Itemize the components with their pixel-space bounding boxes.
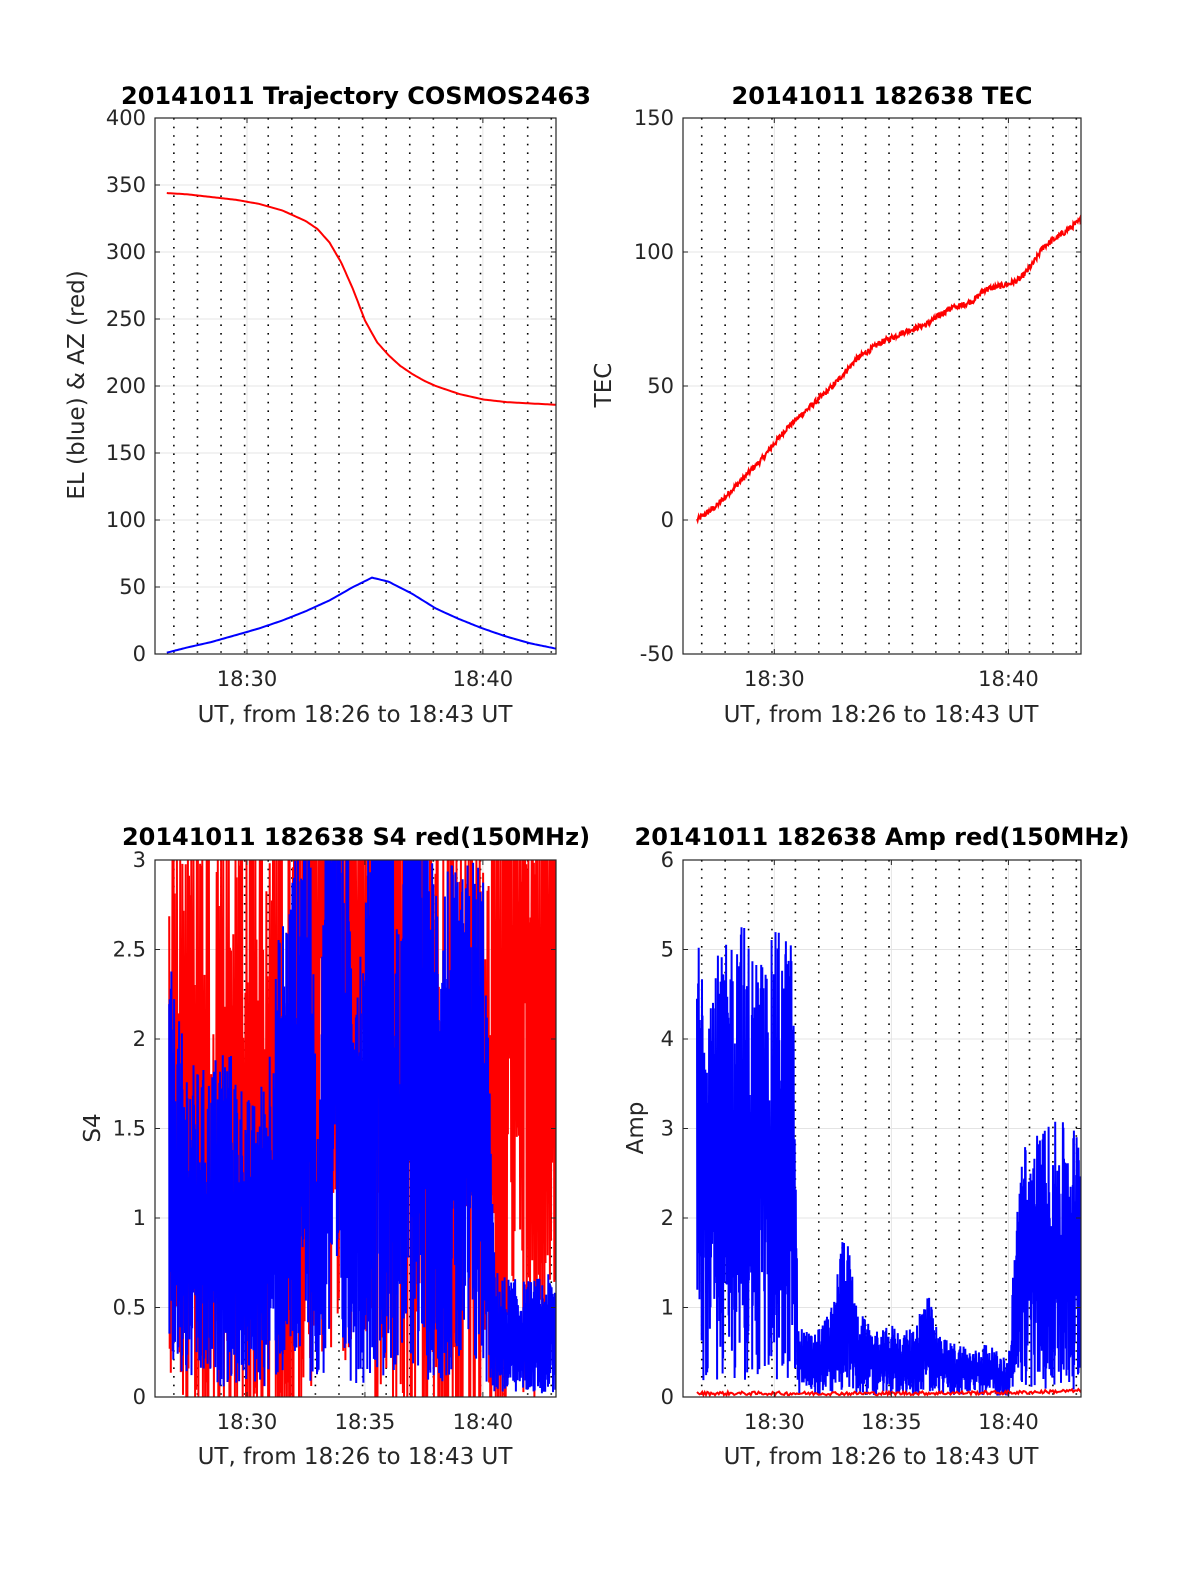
- y-tick-label: 250: [106, 307, 146, 331]
- x-tick-label: 18:40: [453, 1410, 514, 1434]
- y-tick-label: 200: [106, 374, 146, 398]
- y-tick-label: 0.5: [113, 1296, 146, 1320]
- x-axis-label: UT, from 18:26 to 18:43 UT: [724, 702, 1040, 728]
- y-tick-label: 1: [661, 1296, 674, 1320]
- series-group: [166, 192, 556, 654]
- panel-title: 20141011 Trajectory COSMOS2463: [121, 82, 591, 110]
- y-tick-label: 4: [661, 1027, 674, 1051]
- y-tick-label: 300: [106, 240, 146, 264]
- panel-title: 20141011 182638 TEC: [732, 82, 1033, 110]
- x-axis-label: UT, from 18:26 to 18:43 UT: [198, 702, 514, 728]
- y-axis-label: S4: [80, 1113, 106, 1142]
- y-tick-label: 2: [661, 1206, 674, 1230]
- series-line: [166, 576, 556, 654]
- series-line: [696, 214, 1081, 525]
- x-tick-label: 18:30: [217, 667, 278, 691]
- x-tick-label: 18:35: [335, 1410, 396, 1434]
- panel-title: 20141011 182638 Amp red(150MHz): [635, 823, 1130, 851]
- y-tick-label: 0: [133, 1385, 146, 1409]
- y-axis-label: Amp: [623, 1102, 649, 1155]
- x-tick-label: 18:40: [978, 667, 1039, 691]
- y-tick-label: 3: [661, 1117, 674, 1141]
- x-tick-label: 18:30: [744, 1410, 805, 1434]
- y-tick-label: 1.5: [113, 1117, 146, 1141]
- series-group: [696, 214, 1081, 525]
- series-group: [168, 860, 556, 1397]
- x-tick-label: 18:40: [978, 1410, 1039, 1434]
- y-tick-label: -50: [640, 642, 674, 666]
- y-tick-label: 0: [133, 642, 146, 666]
- y-axis-label: TEC: [591, 363, 617, 409]
- x-axis-label: UT, from 18:26 to 18:43 UT: [724, 1444, 1040, 1470]
- y-tick-label: 350: [106, 173, 146, 197]
- panel-amp: 20141011 182638 Amp red(150MHz) UT, from…: [623, 823, 1129, 1470]
- y-tick-label: 6: [661, 848, 674, 872]
- series-group: [696, 927, 1081, 1397]
- x-tick-label: 18:35: [861, 1410, 922, 1434]
- y-tick-label: 0: [661, 1385, 674, 1409]
- x-tick-label: 18:40: [453, 667, 514, 691]
- y-tick-label: 2.5: [113, 938, 146, 962]
- x-axis-label: UT, from 18:26 to 18:43 UT: [198, 1444, 514, 1470]
- y-tick-label: 150: [106, 441, 146, 465]
- y-tick-label: 100: [634, 240, 674, 264]
- series-line: [696, 1387, 1081, 1397]
- series-line: [696, 927, 1081, 1396]
- y-tick-label: 50: [647, 374, 674, 398]
- panel-s4: 20141011 182638 S4 red(150MHz) UT, from …: [80, 823, 590, 1470]
- y-tick-label: 0: [661, 508, 674, 532]
- y-tick-label: 1: [133, 1206, 146, 1230]
- x-tick-label: 18:30: [217, 1410, 278, 1434]
- y-tick-label: 100: [106, 508, 146, 532]
- panel-trajectory: 20141011 Trajectory COSMOS2463 UT, from …: [64, 82, 591, 728]
- panel-title: 20141011 182638 S4 red(150MHz): [122, 823, 590, 851]
- y-tick-label: 5: [661, 938, 674, 962]
- panel-tec: 20141011 182638 TEC UT, from 18:26 to 18…: [591, 82, 1082, 728]
- y-tick-label: 3: [133, 848, 146, 872]
- y-tick-label: 400: [106, 106, 146, 130]
- y-axis-label: EL (blue) & AZ (red): [64, 270, 90, 499]
- x-tick-label: 18:30: [744, 667, 805, 691]
- y-tick-label: 2: [133, 1027, 146, 1051]
- y-tick-label: 150: [634, 106, 674, 130]
- series-line: [168, 860, 556, 1394]
- series-line: [166, 192, 556, 406]
- y-tick-label: 50: [119, 575, 146, 599]
